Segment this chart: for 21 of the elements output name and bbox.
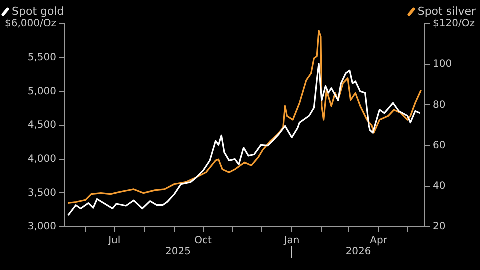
y2-tick-label: $120/Oz: [433, 18, 476, 30]
y-tick-label: 4,500: [28, 120, 56, 132]
x-tick-label: Jul: [108, 236, 121, 247]
y2-tick-label: 20: [433, 222, 446, 233]
y-tick-label: 3,000: [28, 222, 56, 233]
y2-tick-label: 80: [433, 100, 446, 111]
x-tick-label: Apr: [370, 236, 388, 247]
y-tick-label: 3,500: [28, 188, 56, 199]
y-tick-label: 5,000: [28, 86, 56, 98]
y2-tick-label: 40: [433, 180, 446, 192]
x-tick-label: Oct: [194, 236, 212, 247]
legend-label: Spot silver: [418, 5, 476, 18]
y2-tick-label: 60: [433, 140, 446, 152]
y-tick-label: 4,000: [28, 154, 56, 165]
text: 2025: [166, 246, 191, 258]
x-tick-label: Jan: [283, 236, 300, 247]
text: 2026: [346, 246, 372, 258]
y2-tick-label: 100: [433, 59, 452, 70]
legend-label: Spot gold: [12, 5, 64, 18]
y-tick-label: 5,500: [28, 52, 56, 64]
y-tick-label: $6,000/Oz: [4, 18, 56, 30]
